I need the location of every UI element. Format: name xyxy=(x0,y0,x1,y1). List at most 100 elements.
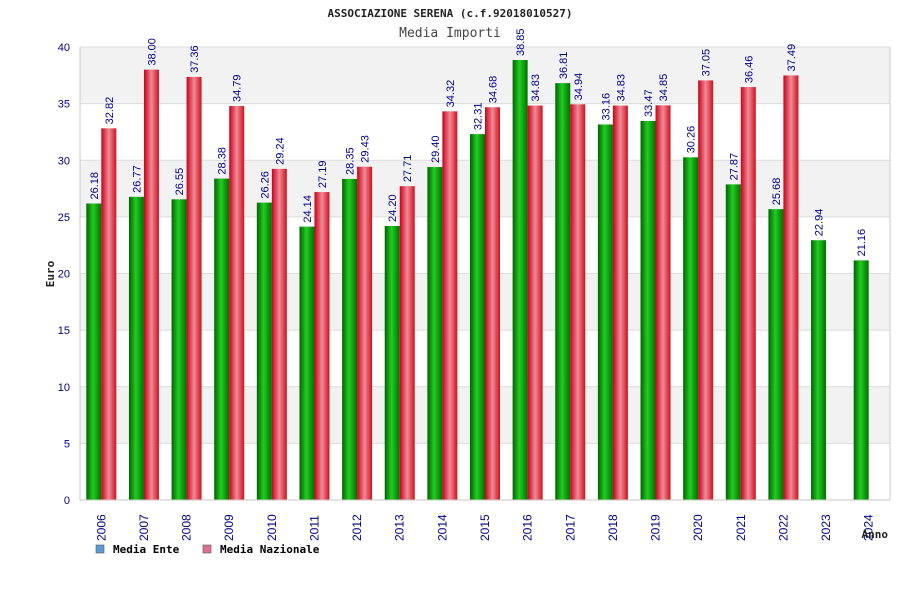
bar xyxy=(101,128,117,500)
x-tick-label: 2013 xyxy=(393,514,407,541)
data-label: 25.68 xyxy=(771,178,783,206)
bar xyxy=(570,104,586,500)
bar xyxy=(427,167,443,501)
x-tick-label: 2018 xyxy=(606,514,620,541)
bar xyxy=(683,157,699,501)
data-label: 34.32 xyxy=(445,80,457,108)
data-label: 30.26 xyxy=(686,126,698,154)
y-tick-label: 15 xyxy=(58,325,70,337)
bar xyxy=(527,105,543,501)
x-tick-label: 2023 xyxy=(819,514,833,541)
data-label: 27.87 xyxy=(728,153,740,181)
x-tick-label: 2008 xyxy=(180,514,194,541)
data-label: 34.68 xyxy=(488,76,500,104)
x-tick-label: 2015 xyxy=(478,514,492,541)
bar xyxy=(768,209,784,500)
bar xyxy=(186,76,202,500)
x-tick-label: 2016 xyxy=(521,514,535,541)
bars xyxy=(86,60,869,501)
bar xyxy=(299,226,315,500)
bar xyxy=(229,106,245,501)
axes xyxy=(79,47,891,501)
bar xyxy=(555,83,571,501)
data-label: 36.46 xyxy=(743,56,755,84)
legend-label-media-ente: Media Ente xyxy=(113,543,180,556)
bar xyxy=(612,105,628,501)
data-label: 26.77 xyxy=(131,165,143,193)
data-label: 28.38 xyxy=(217,147,229,175)
x-tick-label: 2024 xyxy=(862,514,876,541)
data-label: 26.18 xyxy=(89,172,101,200)
bar xyxy=(143,69,159,501)
data-label: 34.94 xyxy=(573,73,585,101)
data-label: 29.24 xyxy=(274,137,286,165)
bar xyxy=(698,80,714,500)
x-tick-label: 2021 xyxy=(734,514,748,541)
legend-swatch-media-nazionale xyxy=(202,544,212,554)
data-label: 29.40 xyxy=(430,136,442,164)
bar xyxy=(725,184,741,500)
data-label: 27.71 xyxy=(402,155,414,183)
chart-title: ASSOCIAZIONE SERENA (c.f.92018010527) xyxy=(327,7,572,20)
x-tick-label: 2022 xyxy=(776,514,790,541)
bar xyxy=(399,186,415,500)
data-label: 26.55 xyxy=(174,168,186,196)
data-label: 22.94 xyxy=(814,209,826,237)
x-axis-ticks: 2006 2007 2008 2009 2010 2011 2012 2013 2014 2015… xyxy=(94,514,875,541)
data-label: 26.26 xyxy=(259,171,271,199)
bar xyxy=(128,196,144,500)
y-tick-label: 0 xyxy=(64,495,70,507)
data-label: 37.05 xyxy=(701,49,713,77)
bar xyxy=(485,107,500,501)
data-label: 37.36 xyxy=(189,45,201,73)
chart-subtitle: Media Importi xyxy=(399,26,501,41)
data-label: 34.79 xyxy=(232,74,244,102)
y-axis-ticks: 0 5 10 15 20 25 30 35 40 xyxy=(58,42,70,507)
data-label: 33.47 xyxy=(643,89,655,117)
x-tick-label: 2007 xyxy=(137,514,151,541)
y-axis-label: Euro xyxy=(44,260,57,287)
data-label: 36.81 xyxy=(558,52,570,80)
bar xyxy=(597,124,613,500)
bar xyxy=(256,202,272,500)
data-label: 38.00 xyxy=(146,38,158,66)
data-label: 38.85 xyxy=(515,28,527,56)
legend-label-media-nazionale: Media Nazionale xyxy=(220,543,320,556)
bar xyxy=(811,240,827,500)
bar xyxy=(470,134,485,501)
y-tick-label: 40 xyxy=(58,42,70,54)
bar xyxy=(853,260,869,500)
bar xyxy=(214,178,230,500)
x-tick-label: 2011 xyxy=(307,515,321,541)
x-tick-label: 2006 xyxy=(94,514,108,541)
bar xyxy=(314,192,330,501)
legend: Media Ente Media Nazionale xyxy=(95,543,320,556)
data-label: 34.83 xyxy=(530,74,542,102)
x-tick-label: 2009 xyxy=(222,514,236,541)
data-label: 29.43 xyxy=(360,135,372,163)
x-tick-label: 2017 xyxy=(563,514,577,541)
data-label: 28.35 xyxy=(345,147,357,175)
data-label: 34.85 xyxy=(658,74,670,102)
legend-swatch-media-ente xyxy=(95,544,105,554)
bar xyxy=(740,87,756,500)
bar xyxy=(271,168,287,500)
x-tick-label: 2010 xyxy=(265,514,279,541)
data-label: 32.82 xyxy=(104,97,116,125)
data-label: 37.49 xyxy=(786,44,798,72)
bar xyxy=(640,120,656,501)
x-tick-label: 2019 xyxy=(649,514,663,541)
bar xyxy=(783,75,799,500)
bar xyxy=(342,178,358,500)
x-tick-label: 2012 xyxy=(350,514,364,541)
bar xyxy=(512,60,528,501)
data-label: 24.20 xyxy=(387,194,399,222)
bar xyxy=(655,105,671,500)
bar xyxy=(442,111,458,501)
x-tick-label: 2014 xyxy=(435,514,449,541)
data-label: 34.83 xyxy=(615,74,627,102)
bar xyxy=(357,166,373,500)
y-tick-label: 30 xyxy=(58,155,70,167)
x-axis-label: Anno xyxy=(862,528,889,541)
